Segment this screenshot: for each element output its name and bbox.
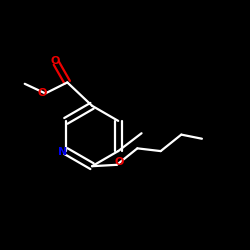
Text: N: N (58, 148, 67, 158)
Text: O: O (50, 56, 60, 66)
Text: O: O (37, 88, 47, 98)
Text: O: O (114, 156, 124, 166)
